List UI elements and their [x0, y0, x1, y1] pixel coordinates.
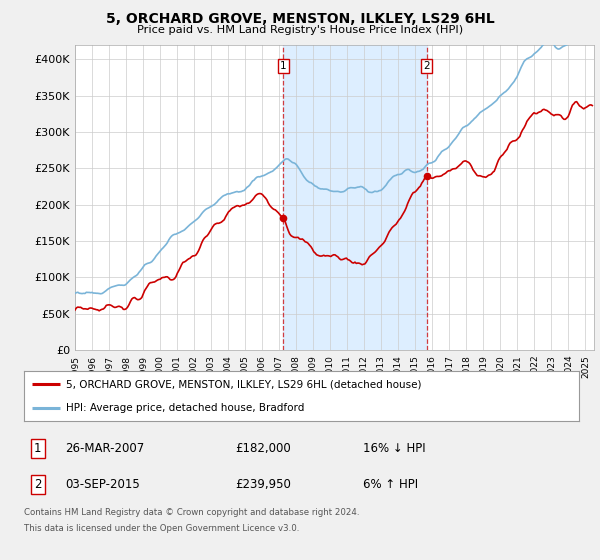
Text: 5, ORCHARD GROVE, MENSTON, ILKLEY, LS29 6HL: 5, ORCHARD GROVE, MENSTON, ILKLEY, LS29 … [106, 12, 494, 26]
Text: 1: 1 [280, 61, 286, 71]
Text: £239,950: £239,950 [235, 478, 291, 491]
Text: 26-MAR-2007: 26-MAR-2007 [65, 442, 145, 455]
Text: £182,000: £182,000 [235, 442, 290, 455]
Text: 2: 2 [424, 61, 430, 71]
Text: HPI: Average price, detached house, Bradford: HPI: Average price, detached house, Brad… [65, 403, 304, 413]
Text: This data is licensed under the Open Government Licence v3.0.: This data is licensed under the Open Gov… [24, 524, 299, 533]
Text: Price paid vs. HM Land Registry's House Price Index (HPI): Price paid vs. HM Land Registry's House … [137, 25, 463, 35]
Text: Contains HM Land Registry data © Crown copyright and database right 2024.: Contains HM Land Registry data © Crown c… [24, 508, 359, 517]
Bar [283, 45, 427, 350]
Text: 6% ↑ HPI: 6% ↑ HPI [362, 478, 418, 491]
Text: 2: 2 [34, 478, 41, 491]
Text: 03-SEP-2015: 03-SEP-2015 [65, 478, 140, 491]
Text: 5, ORCHARD GROVE, MENSTON, ILKLEY, LS29 6HL (detached house): 5, ORCHARD GROVE, MENSTON, ILKLEY, LS29 … [65, 379, 421, 389]
Text: 1: 1 [34, 442, 41, 455]
Text: 16% ↓ HPI: 16% ↓ HPI [362, 442, 425, 455]
